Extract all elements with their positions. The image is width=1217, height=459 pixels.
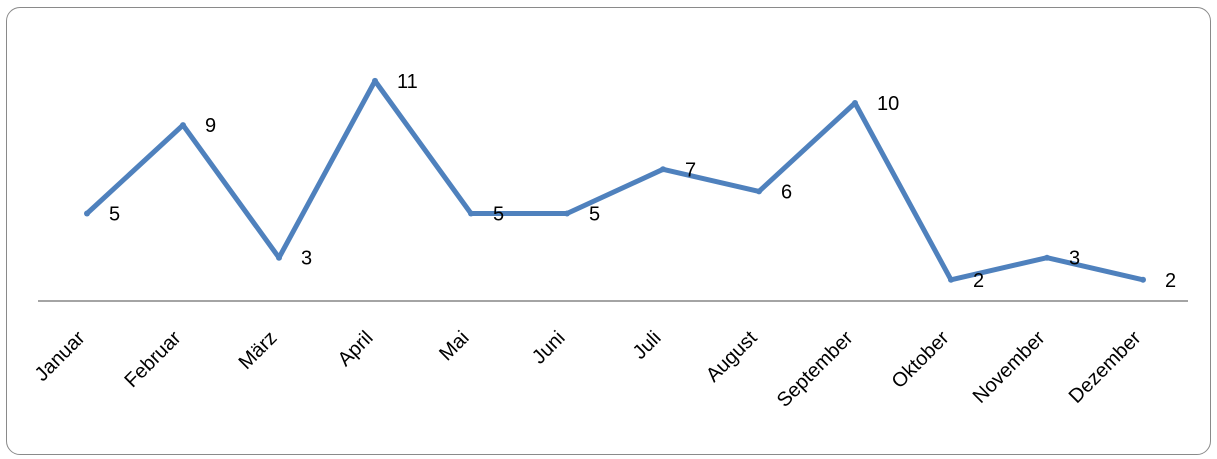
data-point-juni [564, 211, 570, 217]
data-point-mai [468, 211, 474, 217]
series-line [87, 81, 1143, 280]
data-point-april [372, 78, 378, 84]
data-point-august [756, 188, 762, 194]
data-point-januar [84, 211, 90, 217]
data-label-dezember: 2 [1165, 270, 1176, 292]
data-label-april: 11 [397, 71, 418, 93]
data-label-januar: 5 [109, 204, 120, 226]
series-layer [84, 78, 1146, 283]
data-label-oktober: 2 [973, 270, 984, 292]
category-label-januar: Januar [31, 327, 90, 386]
data-point-juli [660, 166, 666, 172]
category-label-februar: Februar [120, 327, 185, 392]
data-label-august: 6 [781, 181, 792, 203]
category-labels-layer: Januar Februar März April Mai Juni Juli August S… [31, 327, 1146, 412]
category-label-august: August [702, 327, 762, 387]
category-label-mai: Mai [435, 327, 473, 365]
data-label-mai: 5 [493, 204, 504, 226]
data-point-oktober [948, 277, 954, 283]
data-point-dezember [1140, 277, 1146, 283]
data-label-september: 10 [877, 93, 899, 115]
data-label-november: 3 [1069, 248, 1080, 270]
data-point-november [1044, 255, 1050, 261]
category-label-oktober: Oktober [888, 327, 954, 393]
data-label-juni: 5 [589, 204, 600, 226]
data-label-februar: 9 [205, 115, 216, 137]
data-label-juli: 7 [685, 159, 696, 181]
category-label-märz: März [235, 327, 282, 374]
data-point-märz [276, 255, 282, 261]
category-label-april: April [334, 327, 378, 371]
data-point-september [852, 100, 858, 106]
category-label-juli: Juli [629, 327, 666, 364]
category-label-dezember: Dezember [1065, 327, 1146, 408]
data-label-märz: 3 [301, 248, 312, 270]
category-label-november: November [969, 327, 1050, 408]
data-point-februar [180, 122, 186, 128]
category-label-juni: Juni [528, 327, 570, 369]
category-label-september: September [773, 327, 858, 412]
